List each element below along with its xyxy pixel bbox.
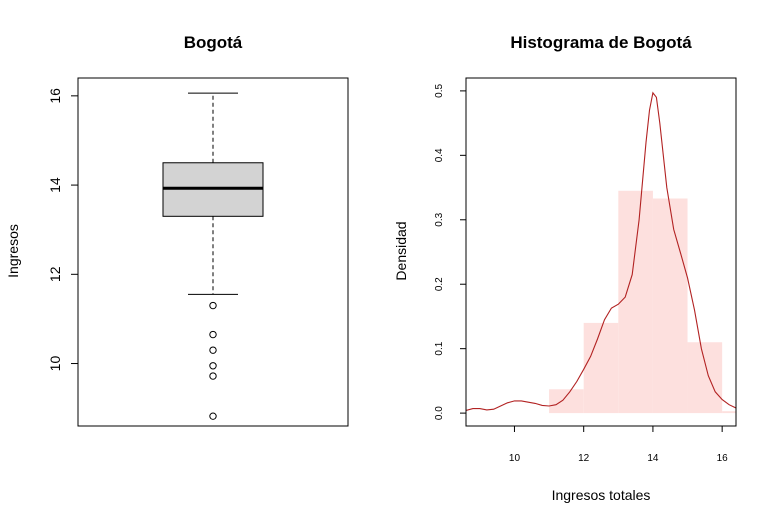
histogram-y-axis-label: Densidad bbox=[393, 221, 409, 280]
boxplot-y-tick-label: 10 bbox=[47, 356, 63, 372]
histogram-inner bbox=[466, 91, 736, 414]
histogram-y-tick-label: 0.1 bbox=[434, 341, 445, 355]
boxplot-outlier-point bbox=[209, 372, 217, 380]
boxplot-panel: Bogotá Ingresos 10 12 14 16 bbox=[5, 33, 349, 427]
histogram-title: Histograma de Bogotá bbox=[510, 33, 692, 52]
histogram-panel: Histograma de Bogotá Ingresos totales De… bbox=[393, 33, 737, 503]
histogram-x-tick-label: 16 bbox=[717, 453, 729, 464]
histogram-bar bbox=[549, 389, 584, 414]
histogram-bar bbox=[652, 198, 688, 414]
boxplot-outlier-point bbox=[209, 362, 217, 370]
boxplot-outlier-point bbox=[209, 301, 217, 310]
boxplot-plot-area: 10 12 14 16 bbox=[47, 77, 349, 427]
boxplot-outlier-point bbox=[209, 330, 217, 339]
histogram-bar bbox=[583, 322, 619, 414]
histogram-bar bbox=[722, 411, 736, 414]
histogram-plot-area: 10 12 14 16 0.0 0.1 0.2 0.3 0.4 0.5 bbox=[434, 77, 737, 464]
boxplot-y-tick-label: 16 bbox=[47, 88, 63, 104]
histogram-x-tick-label: 10 bbox=[509, 453, 521, 464]
histogram-bar bbox=[618, 190, 653, 414]
histogram-x-tick-label: 14 bbox=[647, 453, 659, 464]
boxplot-y-tick-label: 14 bbox=[47, 177, 63, 193]
histogram-y-tick-label: 0.5 bbox=[434, 84, 445, 98]
histogram-bar bbox=[687, 342, 723, 414]
boxplot-outlier-point bbox=[209, 346, 217, 354]
boxplot-y-axis-label: Ingresos bbox=[5, 224, 21, 278]
boxplot-title: Bogotá bbox=[184, 33, 243, 52]
histogram-y-tick-label: 0.0 bbox=[434, 406, 445, 420]
density-curve-line bbox=[466, 91, 736, 412]
boxplot-y-tick-label: 12 bbox=[47, 266, 63, 282]
histogram-x-tick-label: 12 bbox=[578, 453, 590, 464]
histogram-y-tick-label: 0.3 bbox=[434, 212, 445, 226]
boxplot-outlier-point bbox=[209, 412, 217, 420]
histogram-y-tick-label: 0.4 bbox=[434, 148, 445, 162]
histogram-x-axis-label: Ingresos totales bbox=[552, 487, 651, 503]
histogram-y-tick-label: 0.2 bbox=[434, 277, 445, 291]
